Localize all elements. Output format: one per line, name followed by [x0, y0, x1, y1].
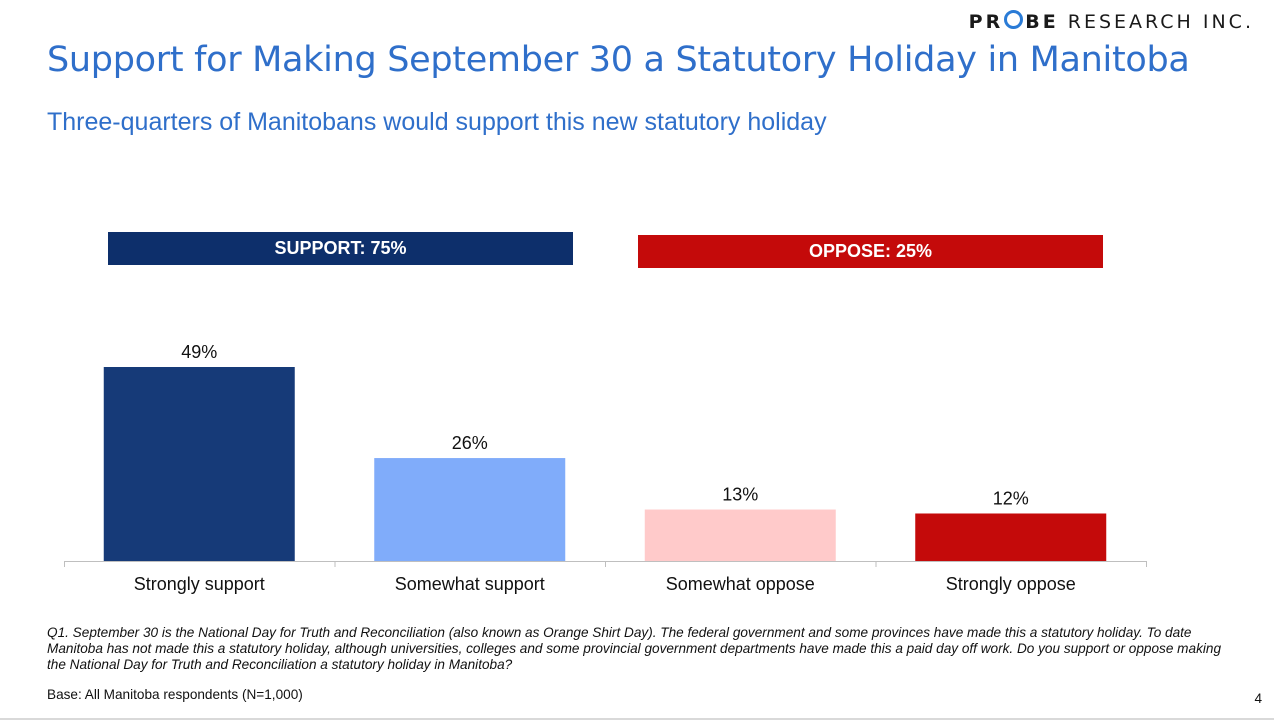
slide-title: Support for Making September 30 a Statut… [47, 40, 1190, 80]
category-label-4: Strongly oppose [946, 574, 1076, 594]
bar-value-label-4: 12% [993, 488, 1029, 508]
probe-research-logo: PR BE RESEARCH INC. [969, 10, 1254, 33]
category-label-3: Somewhat oppose [666, 574, 815, 594]
bar-3 [644, 509, 836, 561]
support-total-banner: SUPPORT: 75% [108, 232, 573, 265]
logo-text-light: RESEARCH INC. [1067, 11, 1254, 33]
bottom-divider [0, 718, 1274, 720]
question-footnote: Q1. September 30 is the National Day for… [47, 625, 1222, 672]
bar-value-label-3: 13% [722, 485, 758, 505]
bar-4 [915, 513, 1107, 561]
bar-value-label-1: 49% [181, 342, 217, 362]
category-label-1: Strongly support [134, 574, 265, 594]
bar-2 [374, 458, 566, 561]
base-note: Base: All Manitoba respondents (N=1,000) [47, 687, 303, 702]
logo-text-bold: PR [968, 11, 1004, 33]
logo-text-bold-2: BE [1025, 11, 1059, 33]
bar-value-label-2: 26% [452, 433, 488, 453]
bar-1 [103, 367, 295, 561]
logo-ring-icon [1004, 10, 1024, 29]
page-number: 4 [1254, 691, 1262, 706]
category-label-2: Somewhat support [395, 574, 545, 594]
slide-subtitle: Three-quarters of Manitobans would suppo… [47, 108, 827, 136]
oppose-total-banner: OPPOSE: 25% [638, 235, 1103, 268]
